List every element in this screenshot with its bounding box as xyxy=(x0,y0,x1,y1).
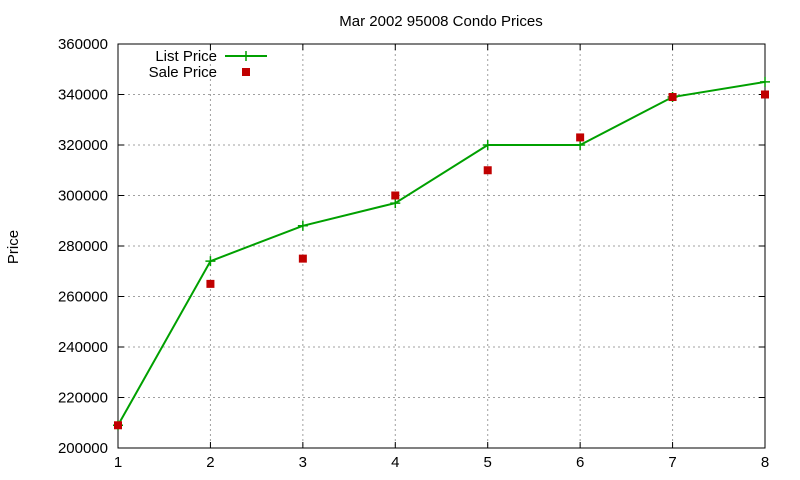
y-tick-label: 280000 xyxy=(58,238,108,255)
x-tick-label: 4 xyxy=(391,454,399,471)
sale-price-point xyxy=(206,279,215,288)
sale-price-point xyxy=(483,166,492,175)
x-tick-label: 3 xyxy=(299,454,307,471)
legend-label: List Price xyxy=(155,48,217,65)
list-price-point xyxy=(482,140,493,150)
chart-title: Mar 2002 95008 Condo Prices xyxy=(339,13,542,30)
series-sale-price xyxy=(114,90,769,430)
legend-label: Sale Price xyxy=(149,64,217,81)
axis-ticks xyxy=(117,43,766,449)
y-tick-label: 320000 xyxy=(58,137,108,154)
y-tick-label: 260000 xyxy=(58,289,108,306)
x-tick-label: 2 xyxy=(206,454,214,471)
sale-price-point xyxy=(391,191,400,200)
x-tick-label: 5 xyxy=(484,454,492,471)
list-price-point xyxy=(297,220,308,231)
sale-price-point xyxy=(298,254,307,263)
list-price-point xyxy=(390,198,401,209)
sale-price-point xyxy=(114,421,122,430)
y-axis-label: Price xyxy=(5,230,22,264)
x-tick-label: 7 xyxy=(668,454,676,471)
y-tick-label: 220000 xyxy=(58,390,108,407)
y-tick-label: 340000 xyxy=(58,87,108,104)
x-tick-label: 8 xyxy=(761,454,769,471)
list-price-line xyxy=(117,80,766,426)
plot-frame xyxy=(117,43,766,449)
series-list-price xyxy=(113,76,770,431)
x-tick-label: 1 xyxy=(114,454,122,471)
y-tick-label: 360000 xyxy=(58,36,108,53)
sale-price-point xyxy=(761,90,769,99)
sale-price-point xyxy=(668,93,677,102)
y-tick-label: 300000 xyxy=(58,188,108,205)
legend-marker xyxy=(241,51,251,61)
y-tick-label: 200000 xyxy=(58,440,108,457)
list-price-point xyxy=(760,76,770,87)
x-tick-label: 6 xyxy=(576,454,584,471)
tick-labels: 200000 220000 240000 260000 280000 300000 3200… xyxy=(58,36,769,471)
data-series xyxy=(113,76,770,431)
grid-lines xyxy=(118,44,765,448)
legend-marker xyxy=(242,68,250,76)
y-tick-label: 240000 xyxy=(58,339,108,356)
list-price-point xyxy=(575,140,586,150)
list-price-point xyxy=(205,256,216,267)
sale-price-point xyxy=(576,133,585,142)
